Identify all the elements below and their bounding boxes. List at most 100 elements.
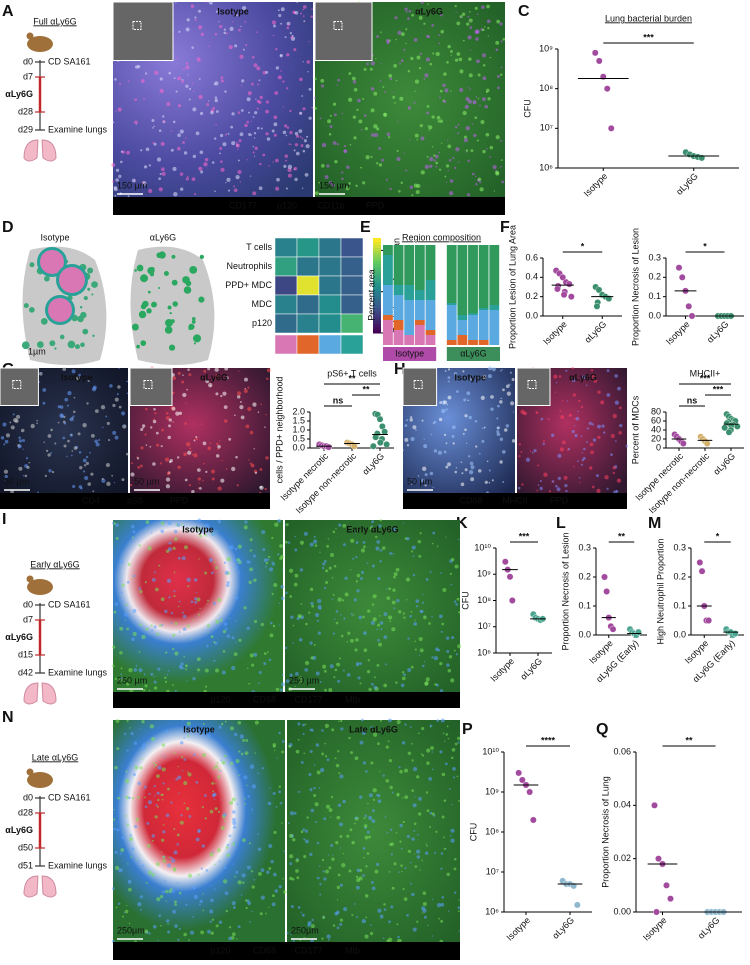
micrograph-texture — [354, 648, 358, 652]
micrograph-texture — [250, 463, 255, 468]
colorbar — [373, 260, 381, 264]
micrograph-texture — [146, 843, 151, 848]
micrograph-texture — [362, 761, 366, 765]
micrograph-texture — [393, 575, 396, 579]
micrograph-texture — [518, 443, 522, 446]
colorbar — [373, 323, 381, 328]
micrograph-texture — [228, 834, 232, 838]
micrograph-texture — [452, 157, 455, 160]
micrograph-texture — [372, 788, 377, 793]
micrograph-texture — [133, 792, 136, 794]
micrograph-texture — [343, 144, 347, 148]
micrograph-texture — [168, 418, 172, 422]
micrograph-texture — [409, 418, 414, 422]
micrograph-texture — [192, 886, 197, 890]
micrograph-texture — [168, 596, 171, 599]
micrograph-texture — [414, 865, 418, 868]
panel-letter: F — [500, 219, 510, 236]
y-tick-label: 10⁷ — [486, 866, 499, 876]
micrograph-texture — [429, 724, 433, 728]
micrograph-texture — [311, 106, 313, 109]
micrograph-texture — [166, 919, 170, 923]
micrograph-texture — [175, 2, 177, 4]
micrograph-texture — [400, 59, 404, 63]
micrograph-texture — [211, 781, 215, 785]
micrograph-texture — [399, 840, 402, 843]
micrograph-texture — [262, 153, 266, 157]
micrograph-texture — [376, 162, 379, 165]
micrograph-texture — [438, 151, 441, 154]
micrograph-texture — [192, 107, 197, 112]
micrograph-texture — [227, 189, 231, 192]
channel-bar — [0, 493, 270, 509]
micrograph-texture — [352, 557, 355, 560]
panel-letter: D — [2, 219, 14, 236]
colorbar — [373, 307, 381, 312]
micrograph-texture — [284, 36, 287, 39]
mouse-ear — [26, 768, 34, 776]
micrograph-texture — [174, 924, 178, 928]
micrograph-texture — [581, 458, 584, 462]
micrograph-texture — [184, 137, 187, 140]
micrograph-texture — [204, 817, 207, 820]
micrograph-texture — [432, 422, 435, 425]
micrograph-texture — [416, 833, 419, 836]
micrograph-texture — [340, 614, 342, 616]
micrograph-texture — [152, 462, 156, 466]
y-tick-label: 0.0 — [292, 442, 305, 452]
micrograph-texture — [282, 569, 284, 571]
micrograph-texture — [258, 79, 261, 82]
micrograph-texture — [436, 903, 442, 908]
micrograph-texture — [458, 930, 460, 932]
micrograph-texture — [361, 918, 367, 924]
x-tick-label: αLy6G — [518, 656, 544, 682]
micrograph-texture — [425, 791, 429, 794]
micrograph-texture — [151, 834, 156, 838]
micrograph-texture — [433, 449, 438, 453]
micrograph-texture — [256, 107, 259, 110]
micrograph-texture — [356, 916, 358, 918]
micrograph-texture — [441, 772, 446, 777]
row-label: p120 — [252, 318, 272, 328]
micrograph-texture — [396, 923, 399, 926]
micrograph-texture — [439, 750, 443, 754]
micrograph-texture — [316, 619, 319, 622]
bar-segment — [383, 320, 393, 345]
data-point — [506, 573, 514, 581]
micrograph-texture — [141, 719, 145, 724]
micrograph-texture — [411, 837, 415, 841]
micrograph-texture — [456, 597, 460, 601]
micrograph-texture — [467, 159, 470, 163]
micrograph-texture — [389, 785, 393, 790]
micrograph-texture — [496, 19, 501, 24]
micrograph-texture — [533, 449, 537, 453]
bar-segment — [414, 290, 425, 300]
micrograph-texture — [248, 111, 250, 114]
micrograph-texture — [419, 648, 424, 653]
micrograph-texture — [419, 869, 421, 871]
micrograph-texture — [370, 61, 376, 66]
micrograph-texture — [411, 194, 414, 197]
micrograph-texture — [153, 408, 156, 411]
micrograph-texture — [265, 100, 270, 104]
micrograph-texture — [402, 522, 405, 524]
micrograph-texture — [164, 680, 168, 684]
micrograph-texture — [162, 824, 165, 826]
y-axis-label: Proportion Necrosis of Lung — [600, 776, 610, 888]
micrograph-texture — [371, 682, 374, 686]
micrograph-texture — [415, 429, 417, 431]
heatmap-cell — [340, 313, 364, 334]
micrograph-texture — [358, 615, 363, 620]
micrograph-texture — [4, 439, 9, 444]
micrograph-texture — [315, 821, 318, 824]
micrograph-texture — [336, 84, 338, 86]
data-point — [526, 788, 534, 796]
micrograph-texture — [265, 562, 269, 565]
micrograph-texture — [454, 891, 457, 894]
micrograph-texture — [363, 648, 368, 652]
micrograph-texture — [322, 870, 325, 873]
heatmap-cell — [274, 275, 298, 296]
micrograph-texture — [238, 28, 241, 32]
micrograph-texture — [159, 77, 163, 81]
micrograph-texture — [333, 113, 337, 117]
